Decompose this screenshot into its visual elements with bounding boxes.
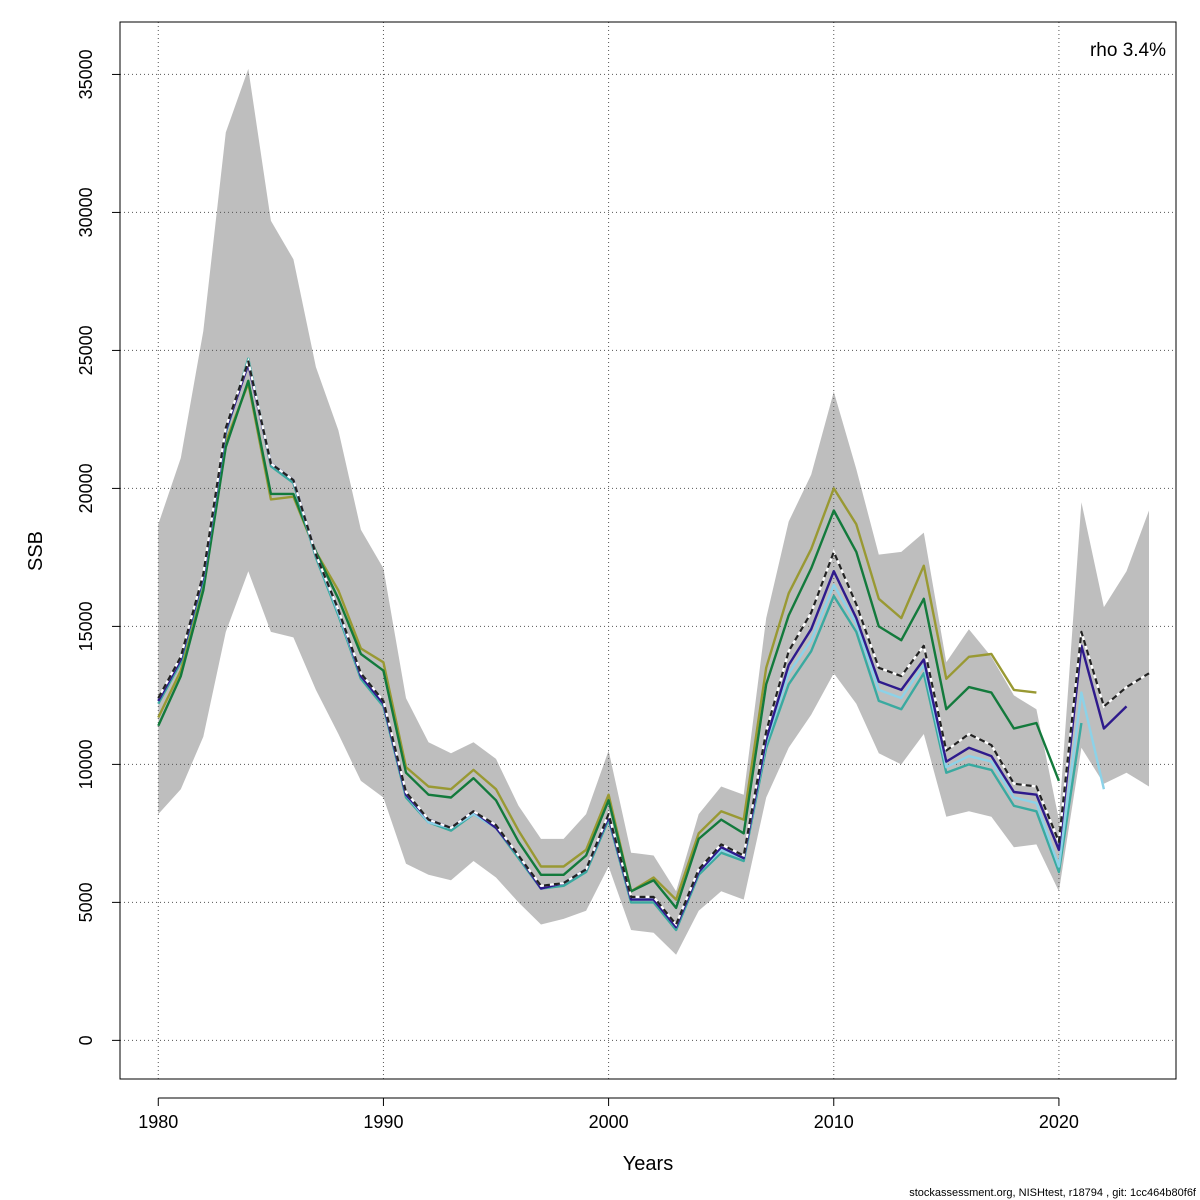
x-tick-label-1990: 1990 [363, 1112, 403, 1132]
x-axis-title: Years [623, 1153, 673, 1175]
footer-credit: stockassessment.org, NISHtest, r18794 , … [909, 1187, 1197, 1199]
series-layer [157, 357, 1150, 932]
annotation-rho: rho 3.4% [1090, 40, 1166, 61]
y-tick-label-35000: 35000 [76, 49, 96, 99]
confidence-band [158, 68, 1150, 955]
y-axis-title: SSB [25, 531, 47, 571]
series-line-base [157, 360, 1150, 926]
y-tick-label-10000: 10000 [76, 739, 96, 789]
y-tick-label-15000: 15000 [76, 601, 96, 651]
x-tick-label-2010: 2010 [814, 1112, 854, 1132]
y-tick-label-20000: 20000 [76, 463, 96, 513]
x-tick-label-2020: 2020 [1039, 1112, 1079, 1132]
x-tick-label-2000: 2000 [589, 1112, 629, 1132]
axis-layer: 1980 1990 2000 2010 2020 0 5000 10000 15000 20000… [76, 49, 1079, 1132]
y-tick-label-30000: 30000 [76, 187, 96, 237]
confidence-band-layer [158, 68, 1150, 955]
x-tick-label-1980: 1980 [138, 1112, 178, 1132]
y-tick-label-0: 0 [76, 1035, 96, 1045]
y-tick-label-25000: 25000 [76, 325, 96, 375]
y-tick-label-5000: 5000 [76, 882, 96, 922]
